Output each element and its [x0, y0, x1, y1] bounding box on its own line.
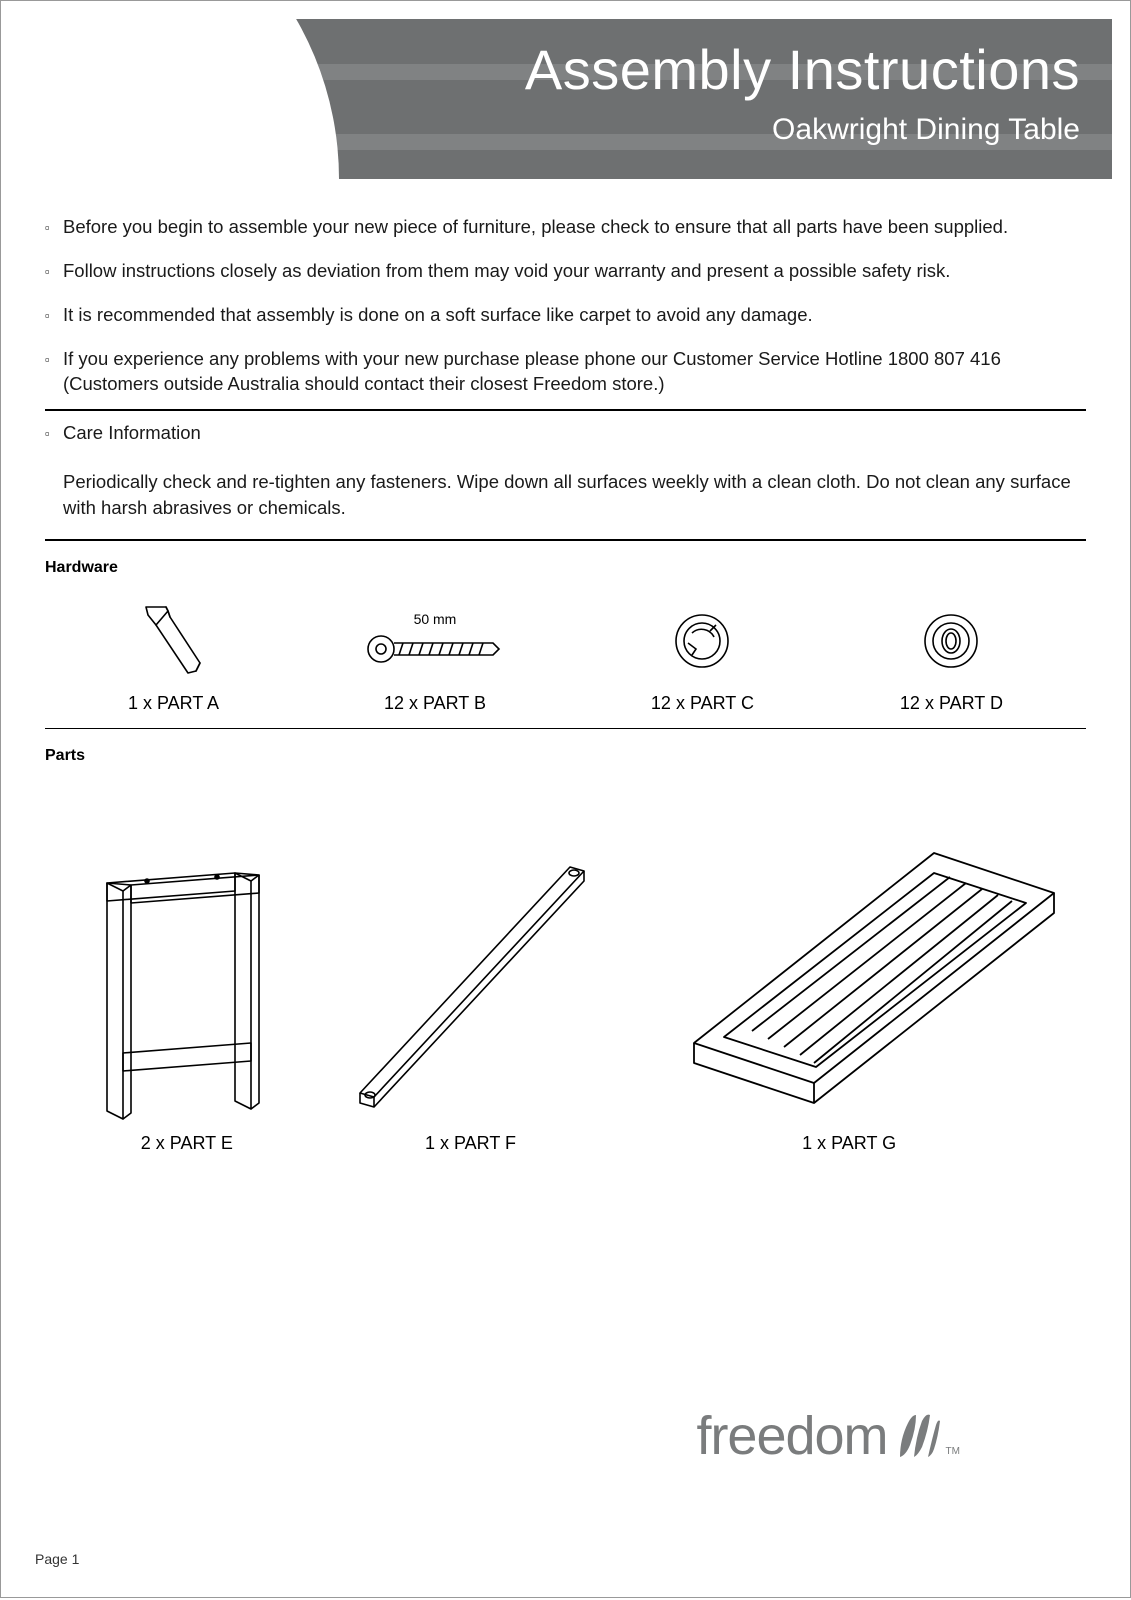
hardware-item-b: 50 mm: [365, 601, 505, 714]
bullet-text: If you experience any problems with your…: [63, 347, 1086, 397]
divider-thin: [45, 728, 1086, 729]
hex-key-icon: [128, 601, 218, 679]
parts-label: Parts: [45, 747, 1086, 765]
intro-bullets: ▫ Before you begin to assemble your new …: [45, 215, 1086, 397]
leg-frame-icon: [67, 823, 307, 1123]
bullet-icon: ▫: [45, 347, 63, 373]
divider: [45, 539, 1086, 541]
bullet-item: ▫ Before you begin to assemble your new …: [45, 215, 1086, 241]
doc-subtitle: Oakwright Dining Table: [772, 113, 1080, 147]
cam-lock-icon: [662, 601, 742, 679]
logo-tm: TM: [946, 1446, 960, 1457]
hardware-label: Hardware: [45, 559, 1086, 577]
table-top-icon: [634, 823, 1064, 1123]
part-caption: 1 x PART F: [425, 1133, 516, 1154]
bullet-text: Before you begin to assemble your new pi…: [63, 215, 1086, 240]
banner-curve: [19, 19, 339, 179]
cross-rail-icon: [340, 823, 600, 1123]
hardware-caption: 12 x PART C: [651, 693, 754, 714]
care-body: Periodically check and re-tighten any fa…: [45, 459, 1086, 531]
page-number: Page 1: [35, 1551, 79, 1567]
bullet-icon: ▫: [45, 215, 63, 241]
header-banner: Assembly Instructions Oakwright Dining T…: [19, 19, 1112, 179]
hardware-item-d: 12 x PART D: [900, 601, 1003, 714]
part-caption: 2 x PART E: [141, 1133, 233, 1154]
bullet-item: ▫ Follow instructions closely as deviati…: [45, 259, 1086, 285]
bolt-dimension: 50 mm: [414, 611, 457, 627]
bullet-icon: ▫: [45, 421, 63, 447]
bullet-item: ▫ If you experience any problems with yo…: [45, 347, 1086, 397]
bullet-text: Follow instructions closely as deviation…: [63, 259, 1086, 284]
part-item-g: 1 x PART G: [634, 823, 1064, 1154]
parts-row: 2 x PART E 1 x PART F: [45, 773, 1086, 1174]
hardware-item-c: 12 x PART C: [651, 601, 754, 714]
bullet-text: It is recommended that assembly is done …: [63, 303, 1086, 328]
logo-mark-icon: [894, 1409, 942, 1463]
hardware-caption: 12 x PART D: [900, 693, 1003, 714]
bullet-item: ▫ It is recommended that assembly is don…: [45, 303, 1086, 329]
brand-logo: freedom TM: [696, 1405, 960, 1467]
bolt-icon: 50 mm: [365, 601, 505, 679]
hardware-row: 1 x PART A 50 mm: [45, 585, 1086, 724]
part-item-e: 2 x PART E: [67, 823, 307, 1154]
hardware-caption: 1 x PART A: [128, 693, 219, 714]
washer-icon: [911, 601, 991, 679]
part-caption: 1 x PART G: [802, 1133, 896, 1154]
bullet-icon: ▫: [45, 303, 63, 329]
bullet-icon: ▫: [45, 259, 63, 285]
part-item-f: 1 x PART F: [340, 823, 600, 1154]
logo-text: freedom: [696, 1405, 887, 1467]
doc-title: Assembly Instructions: [525, 37, 1080, 102]
divider: [45, 409, 1086, 411]
hardware-item-a: 1 x PART A: [128, 601, 219, 714]
care-heading: Care Information: [63, 421, 1086, 446]
care-heading-row: ▫ Care Information: [45, 421, 1086, 447]
hardware-caption: 12 x PART B: [384, 693, 486, 714]
